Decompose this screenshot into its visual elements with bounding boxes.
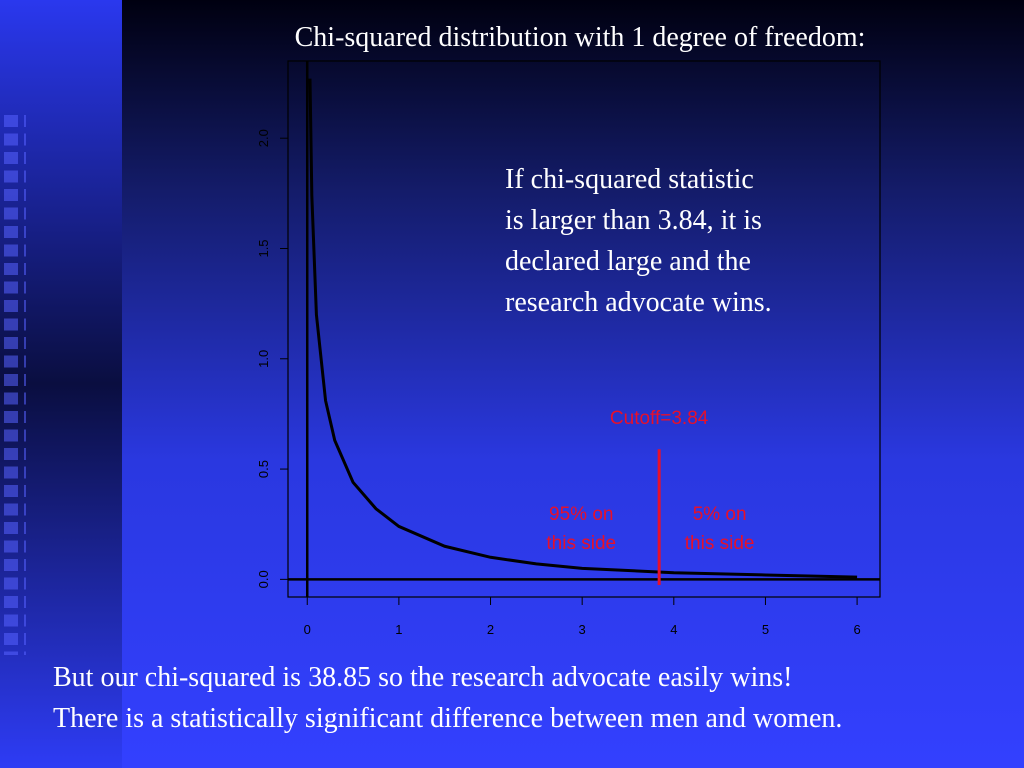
footer-text: But our chi-squared is 38.85 so the rese… [53, 662, 792, 693]
callout-text: If chi-squared statistic [505, 164, 754, 195]
annotation: this side [546, 533, 616, 554]
chart-title: Chi-squared distribution with 1 degree o… [295, 22, 866, 53]
footer-text: There is a statistically significant dif… [53, 703, 842, 734]
x-tick-label: 0 [304, 622, 311, 637]
plot-frame [287, 60, 881, 598]
x-tick-label: 3 [579, 622, 586, 637]
square-pattern [4, 115, 26, 655]
x-tick-label: 1 [395, 622, 402, 637]
callout-text: research advocate wins. [505, 287, 772, 318]
y-tick-label: 0.0 [256, 570, 271, 588]
y-tick-label: 1.5 [256, 239, 271, 257]
x-tick-label: 5 [762, 622, 769, 637]
callout-text: declared large and the [505, 246, 751, 277]
x-tick-label: 2 [487, 622, 494, 637]
annotation: 5% on [693, 504, 747, 525]
density-curve [308, 78, 858, 579]
cutoff-label: Cutoff=3.84 [610, 408, 709, 429]
x-tick-label: 6 [853, 622, 860, 637]
callout-text: is larger than 3.84, it is [505, 205, 762, 236]
y-tick-label: 2.0 [256, 129, 271, 147]
annotation: this side [685, 533, 755, 554]
x-tick-label: 4 [670, 622, 677, 637]
y-tick-label: 0.5 [256, 460, 271, 478]
annotation: 95% on [549, 504, 613, 525]
y-tick-label: 1.0 [256, 350, 271, 368]
